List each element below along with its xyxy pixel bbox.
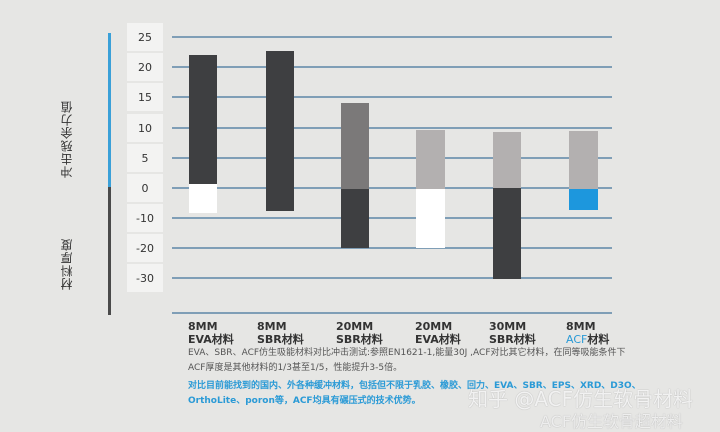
bar-20mm-sbr-force (341, 103, 369, 189)
bar-20mm-eva-force (416, 130, 445, 189)
y-tick: -20 (127, 234, 163, 262)
x-label-20mm-sbr: 20MM SBR材料 (336, 320, 383, 346)
x-label-line1: 8MM (566, 320, 596, 333)
axis-bar-lower (108, 187, 111, 315)
x-label-line2: SBR材料 (257, 333, 304, 346)
x-label-line1: 20MM (415, 320, 453, 333)
bar-8mm-acf-force (569, 131, 598, 189)
note-gray-2: ACF厚度是其他材料的1/3甚至1/5，性能提升3-5倍。 (188, 363, 403, 373)
x-label-8mm-sbr: 8MM SBR材料 (257, 320, 304, 346)
x-label-line2: ACF材料 (566, 333, 609, 346)
gridline (172, 66, 612, 68)
y-tick: 20 (127, 53, 163, 81)
gridline (172, 217, 612, 219)
bar-8mm-acf-thickness (569, 189, 598, 210)
x-label-20mm-eva: 20MM EVA材料 (415, 320, 461, 346)
y-tick: 5 (127, 144, 163, 172)
note-blue-2: OrthoLite、poron等，ACF均具有碾压式的技术优势。 (188, 396, 421, 406)
gridline (172, 127, 612, 129)
axis-bar-upper (108, 33, 111, 187)
gridline (172, 157, 612, 159)
watermark-weibo: ACF仿生软骨超材料 (540, 412, 684, 431)
baseline (172, 312, 612, 314)
x-label-suffix: 材料 (587, 333, 610, 346)
y-tick: 0 (127, 174, 163, 202)
gridline (172, 277, 612, 279)
x-label-8mm-eva: 8MM EVA材料 (188, 320, 234, 346)
x-label-line1: 8MM (188, 320, 218, 333)
x-label-line2: SBR材料 (336, 333, 383, 346)
bar-30mm-sbr-thickness (493, 188, 521, 279)
bar-20mm-sbr-thickness (341, 189, 369, 248)
x-label-line2: EVA材料 (188, 333, 234, 346)
x-label-line1: 8MM (257, 320, 287, 333)
y-tick: 10 (127, 114, 163, 142)
gridline (172, 96, 612, 98)
gridline (172, 247, 612, 249)
x-label-line2: EVA材料 (415, 333, 461, 346)
y-tick: -30 (127, 264, 163, 292)
bar-20mm-eva-thickness (416, 189, 445, 248)
bar-8mm-eva-force (189, 55, 217, 184)
watermark-zhihu: 知乎 @ACF仿生软骨材料 (468, 387, 694, 411)
x-label-line1: 20MM (336, 320, 374, 333)
bar-8mm-eva-thickness (189, 184, 217, 213)
x-label-line1: 30MM (489, 320, 527, 333)
bar-30mm-sbr-force (493, 132, 521, 188)
x-label-line2: SBR材料 (489, 333, 536, 346)
y-axis-label-lower: 材料厚度 (60, 238, 74, 290)
note-gray-1: EVA、SBR、ACF仿生吸能材料对比冲击测试:参照EN1621-1,能量30J… (188, 348, 626, 358)
y-tick: -10 (127, 204, 163, 232)
y-axis-label-upper: 冲击残余力值 (60, 100, 74, 178)
x-label-8mm-acf: 8MM ACF材料 (566, 320, 609, 346)
note-blue-1: 对比目前能找到的国内、外各种缓冲材料，包括但不限于乳胶、橡胶、回力、EVA、SB… (188, 381, 641, 391)
y-tick: 25 (127, 23, 163, 51)
y-tick: 15 (127, 83, 163, 111)
gridline (172, 187, 612, 189)
x-label-30mm-sbr: 30MM SBR材料 (489, 320, 536, 346)
gridline (172, 36, 612, 38)
acf-accent-text: ACF (566, 333, 588, 346)
bar-8mm-sbr (266, 51, 294, 211)
